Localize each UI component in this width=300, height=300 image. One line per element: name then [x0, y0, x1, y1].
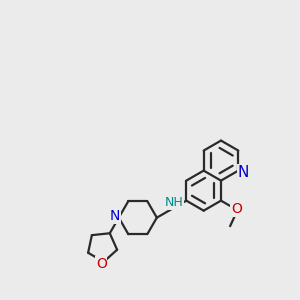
Text: N: N	[110, 209, 120, 223]
Text: O: O	[96, 257, 107, 271]
Text: O: O	[231, 202, 242, 216]
Text: NH: NH	[165, 196, 183, 209]
Text: N: N	[237, 165, 249, 180]
